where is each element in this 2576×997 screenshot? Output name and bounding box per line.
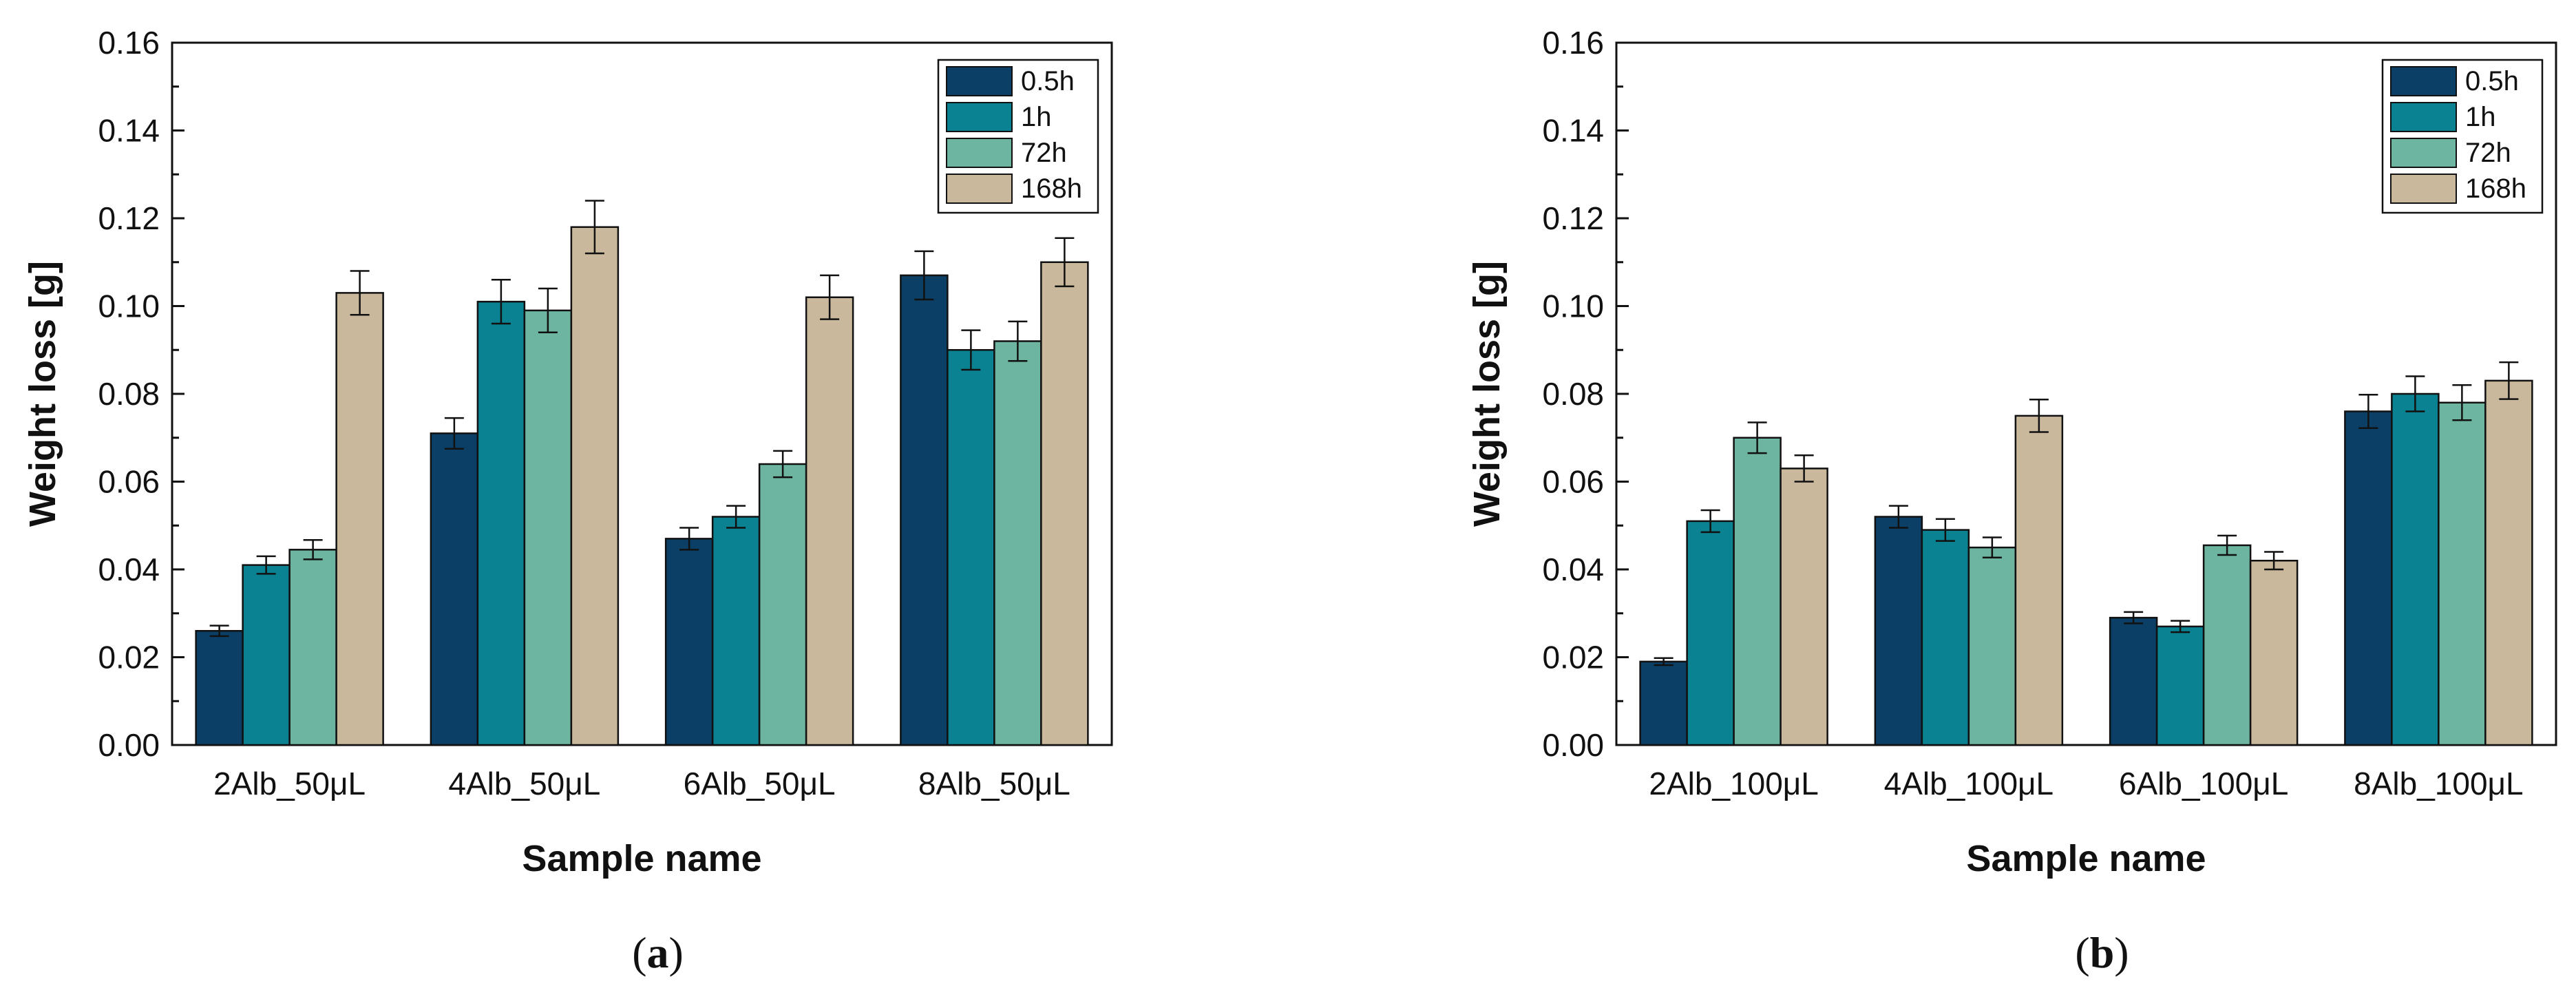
legend-label-72h: 72h bbox=[1021, 138, 1067, 168]
bar-168h-6Alb_50μL bbox=[805, 296, 854, 746]
bar-1h-2Alb_50μL bbox=[242, 564, 291, 746]
bar-0.5h-4Alb_50μL bbox=[430, 432, 479, 746]
x-tick-label: 4Alb_50μL bbox=[448, 766, 600, 801]
y-tick-label: 0.04 bbox=[1542, 552, 1604, 587]
chart-panel-1: 0.00 0.02 0.04 0.06 0.08 0.10 0.12 0.14 0.16 2Alb… bbox=[22, 25, 1113, 977]
y-axis-title: Weight loss [g] bbox=[1466, 261, 1508, 527]
bar-72h-4Alb_100μL bbox=[1967, 546, 2017, 746]
legend: 0.5h 1h 72h 168h bbox=[937, 59, 1099, 214]
legend-label-0.5h: 0.5h bbox=[2465, 66, 2519, 96]
y-tick-label: 0.06 bbox=[98, 464, 160, 500]
bar-72h-6Alb_100μL bbox=[2202, 544, 2252, 746]
y-tick-label: 0.08 bbox=[1542, 376, 1604, 412]
panel-label-part: ) bbox=[669, 928, 684, 977]
legend-swatch-168h bbox=[2390, 174, 2457, 204]
bar-72h-8Alb_100μL bbox=[2438, 401, 2487, 746]
x-tick-label: 8Alb_100μL bbox=[2354, 766, 2524, 801]
panel-label-part: ) bbox=[2114, 928, 2129, 977]
y-tick-label: 0.12 bbox=[1542, 200, 1604, 236]
bar-168h-4Alb_50μL bbox=[570, 226, 620, 746]
bar-1h-2Alb_100μL bbox=[1686, 520, 1735, 746]
legend-swatch-0.5h bbox=[2390, 66, 2457, 96]
x-tick-label: 4Alb_100μL bbox=[1884, 766, 2054, 801]
bar-0.5h-2Alb_100μL bbox=[1639, 660, 1688, 746]
legend-label-168h: 168h bbox=[2465, 174, 2526, 204]
panel-label-part: ( bbox=[2075, 928, 2089, 977]
x-tick-label: 2Alb_100μL bbox=[1649, 766, 1819, 801]
y-tick-label: 0.04 bbox=[98, 552, 160, 587]
bar-0.5h-8Alb_50μL bbox=[900, 274, 949, 746]
bar-72h-2Alb_50μL bbox=[288, 549, 337, 746]
legend-swatch-1h bbox=[946, 102, 1013, 132]
y-tick-label: 0.02 bbox=[98, 640, 160, 675]
panel-label-part: ( bbox=[632, 928, 646, 977]
bar-0.5h-2Alb_50μL bbox=[195, 630, 244, 746]
bar-1h-8Alb_100μL bbox=[2391, 392, 2440, 746]
bar-0.5h-6Alb_100μL bbox=[2109, 616, 2158, 746]
x-tick-label: 6Alb_100μL bbox=[2119, 766, 2289, 801]
legend-label-1h: 1h bbox=[2465, 102, 2496, 132]
bar-168h-8Alb_100μL bbox=[2484, 379, 2533, 746]
legend-label-1h: 1h bbox=[1021, 102, 1052, 132]
bar-72h-2Alb_100μL bbox=[1733, 437, 1782, 746]
y-tick-label: 0.16 bbox=[1542, 25, 1604, 61]
bar-72h-8Alb_50μL bbox=[993, 340, 1042, 746]
bar-168h-2Alb_50μL bbox=[335, 292, 384, 746]
legend-swatch-72h bbox=[2390, 138, 2457, 168]
bar-0.5h-4Alb_100μL bbox=[1874, 516, 1923, 746]
bar-1h-4Alb_100μL bbox=[1921, 529, 1970, 746]
x-tick-label: 8Alb_50μL bbox=[918, 766, 1070, 801]
y-tick-label: 0.10 bbox=[1542, 288, 1604, 324]
y-tick-label: 0.14 bbox=[1542, 113, 1604, 149]
legend-label-72h: 72h bbox=[2465, 138, 2511, 168]
bar-0.5h-8Alb_100μL bbox=[2344, 410, 2393, 746]
y-tick-label: 0.00 bbox=[1542, 727, 1604, 763]
legend-swatch-1h bbox=[2390, 102, 2457, 132]
legend-swatch-0.5h bbox=[946, 66, 1013, 96]
bar-0.5h-6Alb_50μL bbox=[664, 538, 714, 746]
y-tick-label: 0.12 bbox=[98, 200, 160, 236]
panel-label: (b) bbox=[2075, 928, 2129, 977]
bar-1h-8Alb_50μL bbox=[947, 349, 995, 746]
legend: 0.5h 1h 72h 168h bbox=[2381, 59, 2544, 214]
x-axis-title: Sample name bbox=[1966, 838, 2206, 879]
x-axis-title: Sample name bbox=[522, 838, 761, 879]
panel-label-part: b bbox=[2090, 928, 2115, 977]
panel-label: (a) bbox=[632, 928, 684, 977]
y-tick-label: 0.10 bbox=[98, 288, 160, 324]
y-tick-label: 0.14 bbox=[98, 113, 160, 149]
y-tick-label: 0.16 bbox=[98, 25, 160, 61]
bar-72h-6Alb_50μL bbox=[758, 463, 807, 746]
panel-label-part: a bbox=[647, 928, 669, 977]
legend-label-0.5h: 0.5h bbox=[1021, 66, 1075, 96]
bar-168h-8Alb_50μL bbox=[1040, 261, 1089, 746]
y-tick-label: 0.08 bbox=[98, 376, 160, 412]
bar-1h-6Alb_50μL bbox=[711, 516, 761, 746]
legend-swatch-72h bbox=[946, 138, 1013, 168]
legend-swatch-168h bbox=[946, 174, 1013, 204]
bar-1h-4Alb_50μL bbox=[476, 300, 526, 746]
legend-label-168h: 168h bbox=[1021, 174, 1082, 204]
y-axis-title: Weight loss [g] bbox=[22, 261, 63, 527]
y-tick-label: 0.02 bbox=[1542, 640, 1604, 675]
y-tick-label: 0.00 bbox=[98, 727, 160, 763]
bar-72h-4Alb_50μL bbox=[523, 309, 573, 746]
bar-1h-6Alb_100μL bbox=[2155, 625, 2205, 746]
x-tick-label: 6Alb_50μL bbox=[684, 766, 836, 801]
bar-168h-6Alb_100μL bbox=[2249, 560, 2299, 746]
y-tick-label: 0.06 bbox=[1542, 464, 1604, 500]
x-tick-label: 2Alb_50μL bbox=[213, 766, 366, 801]
bar-168h-2Alb_100μL bbox=[1780, 468, 1828, 746]
bar-168h-4Alb_100μL bbox=[2014, 414, 2064, 746]
chart-panel-2: 0.00 0.02 0.04 0.06 0.08 0.10 0.12 0.14 0.16 2Alb… bbox=[1466, 25, 2557, 977]
